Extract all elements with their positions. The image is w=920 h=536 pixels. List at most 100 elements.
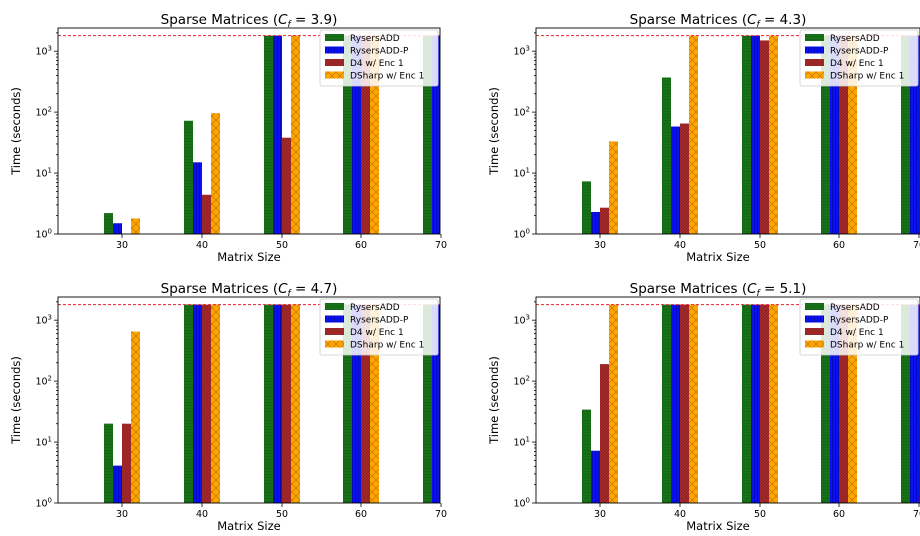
x-tick-label: 70 <box>913 509 920 520</box>
bar-rysersadd-p-30 <box>113 223 122 234</box>
bar-d4-w-enc-1-70 <box>441 36 450 234</box>
bars <box>104 304 459 503</box>
bar-rysersadd-p-50 <box>273 35 282 234</box>
x-tick-label: 40 <box>196 240 208 251</box>
chart-title: Sparse Matrices (Cf = 4.7) <box>161 281 338 299</box>
legend-label: D4 w/ Enc 1 <box>830 328 884 338</box>
y-tick-label: 102 <box>513 106 530 119</box>
x-tick-label: 30 <box>116 240 128 251</box>
bar-rysersadd-p-40 <box>671 126 680 234</box>
bar-dsharp-w-enc-1-40 <box>689 35 698 234</box>
bar-rysersadd-p-50 <box>751 304 760 503</box>
bar-rysersadd-30 <box>582 409 591 503</box>
bar-dsharp-w-enc-1-70 <box>450 36 459 234</box>
x-tick-label: 50 <box>276 509 288 520</box>
bar-dsharp-w-enc-1-60 <box>370 35 379 234</box>
bar-dsharp-w-enc-1-50 <box>769 304 778 503</box>
bars <box>582 304 920 503</box>
bar-rysersadd-50 <box>264 35 273 234</box>
legend: RysersADD RysersADD-P D4 w/ Enc 1 DSharp w/… <box>319 29 439 87</box>
bar-dsharp-w-enc-1-70 <box>450 305 459 503</box>
bar-dsharp-w-enc-1-60 <box>848 304 857 503</box>
legend-item: RysersADD <box>805 34 880 44</box>
x-tick-label: 50 <box>754 509 766 520</box>
bar-dsharp-w-enc-1-50 <box>769 35 778 234</box>
bar-rysersadd-p-30 <box>113 465 122 503</box>
legend-label: RysersADD-P <box>350 316 409 326</box>
bar-rysersadd-p-40 <box>193 304 202 503</box>
bar-rysersadd-60 <box>343 35 352 234</box>
bar-dsharp-w-enc-1-50 <box>291 304 300 503</box>
legend-item: D4 w/ Enc 1 <box>325 59 404 69</box>
y-tick-label: 103 <box>513 314 530 327</box>
chart-title: Sparse Matrices (Cf = 3.9) <box>161 12 338 30</box>
bar-rysersadd-30 <box>582 181 591 234</box>
bar-dsharp-w-enc-1-50 <box>291 35 300 234</box>
x-tick-label: 30 <box>594 509 606 520</box>
bar-rysersadd-50 <box>742 35 751 234</box>
legend-label: DSharp w/ Enc 1 <box>350 341 424 351</box>
bar-rysersadd-p-70 <box>910 304 919 503</box>
y-tick-label: 103 <box>35 314 52 327</box>
y-tick-label: 103 <box>513 45 530 58</box>
y-tick-label: 101 <box>513 167 530 180</box>
bar-d4-w-enc-1-30 <box>122 423 131 503</box>
bar-rysersadd-p-50 <box>751 35 760 234</box>
bars <box>104 35 459 234</box>
bar-dsharp-w-enc-1-40 <box>211 304 220 503</box>
bar-d4-w-enc-1-40 <box>680 123 689 234</box>
y-tick-label: 100 <box>513 497 530 510</box>
y-axis-label: Time (seconds) <box>9 356 23 445</box>
bar-dsharp-w-enc-1-30 <box>131 218 140 234</box>
chart-title: Sparse Matrices (Cf = 5.1) <box>630 281 807 299</box>
bar-d4-w-enc-1-50 <box>760 304 769 503</box>
y-axis-label: Time (seconds) <box>487 87 501 176</box>
bar-rysersadd-60 <box>821 304 830 503</box>
chart-panel-2: 100 101 102 103 30 40 50 60 70 Sparse Matrices (C… <box>487 12 920 264</box>
bar-rysersadd-p-70 <box>432 35 440 234</box>
y-tick-label: 101 <box>513 436 530 449</box>
legend: RysersADD RysersADD-P D4 w/ Enc 1 DSharp w/… <box>799 298 919 356</box>
legend-item: DSharp w/ Enc 1 <box>325 340 424 351</box>
plot-frame <box>535 296 920 504</box>
legend-label: RysersADD <box>350 303 400 313</box>
chart-panel-3: 100 101 102 103 30 40 50 60 70 Sparse Matrices (C… <box>9 281 459 533</box>
bar-rysersadd-70 <box>423 304 432 503</box>
legend-item: D4 w/ Enc 1 <box>805 59 884 69</box>
y-tick-label: 101 <box>35 167 52 180</box>
y-tick-label: 102 <box>35 106 52 119</box>
legend-label: DSharp w/ Enc 1 <box>830 341 904 351</box>
legend: RysersADD RysersADD-P D4 w/ Enc 1 DSharp w/… <box>799 29 919 87</box>
y-tick-label: 102 <box>513 375 530 388</box>
bar-rysersadd-40 <box>184 120 193 234</box>
x-tick-label: 40 <box>196 509 208 520</box>
x-tick-label: 60 <box>355 509 367 520</box>
bar-rysersadd-70 <box>423 35 432 234</box>
legend-label: RysersADD <box>830 34 880 44</box>
bar-rysersadd-p-70 <box>432 304 440 503</box>
bar-rysersadd-70 <box>901 304 910 503</box>
x-tick-label: 70 <box>435 509 447 520</box>
x-tick-label: 70 <box>913 240 920 251</box>
legend-label: RysersADD <box>350 34 400 44</box>
bar-d4-w-enc-1-60 <box>839 304 848 503</box>
legend-label: D4 w/ Enc 1 <box>350 328 404 338</box>
legend-item: RysersADD <box>325 34 400 44</box>
bar-d4-w-enc-1-60 <box>361 35 370 234</box>
x-tick-label: 50 <box>754 240 766 251</box>
legend-item: RysersADD <box>805 303 880 313</box>
bar-d4-w-enc-1-40 <box>680 304 689 503</box>
legend-label: D4 w/ Enc 1 <box>830 59 884 69</box>
bar-d4-w-enc-1-50 <box>282 304 291 503</box>
y-tick-label: 101 <box>35 436 52 449</box>
bar-d4-w-enc-1-50 <box>282 137 291 234</box>
bar-dsharp-w-enc-1-30 <box>609 141 618 234</box>
bar-d4-w-enc-1-40 <box>202 194 211 234</box>
chart-panel-4: 100 101 102 103 30 40 50 60 70 Sparse Matrices (C… <box>487 281 920 533</box>
x-tick-label: 40 <box>674 240 686 251</box>
legend-label: RysersADD <box>830 303 880 313</box>
bar-rysersadd-40 <box>662 304 671 503</box>
legend-label: RysersADD-P <box>350 47 409 57</box>
bar-rysersadd-60 <box>821 35 830 234</box>
